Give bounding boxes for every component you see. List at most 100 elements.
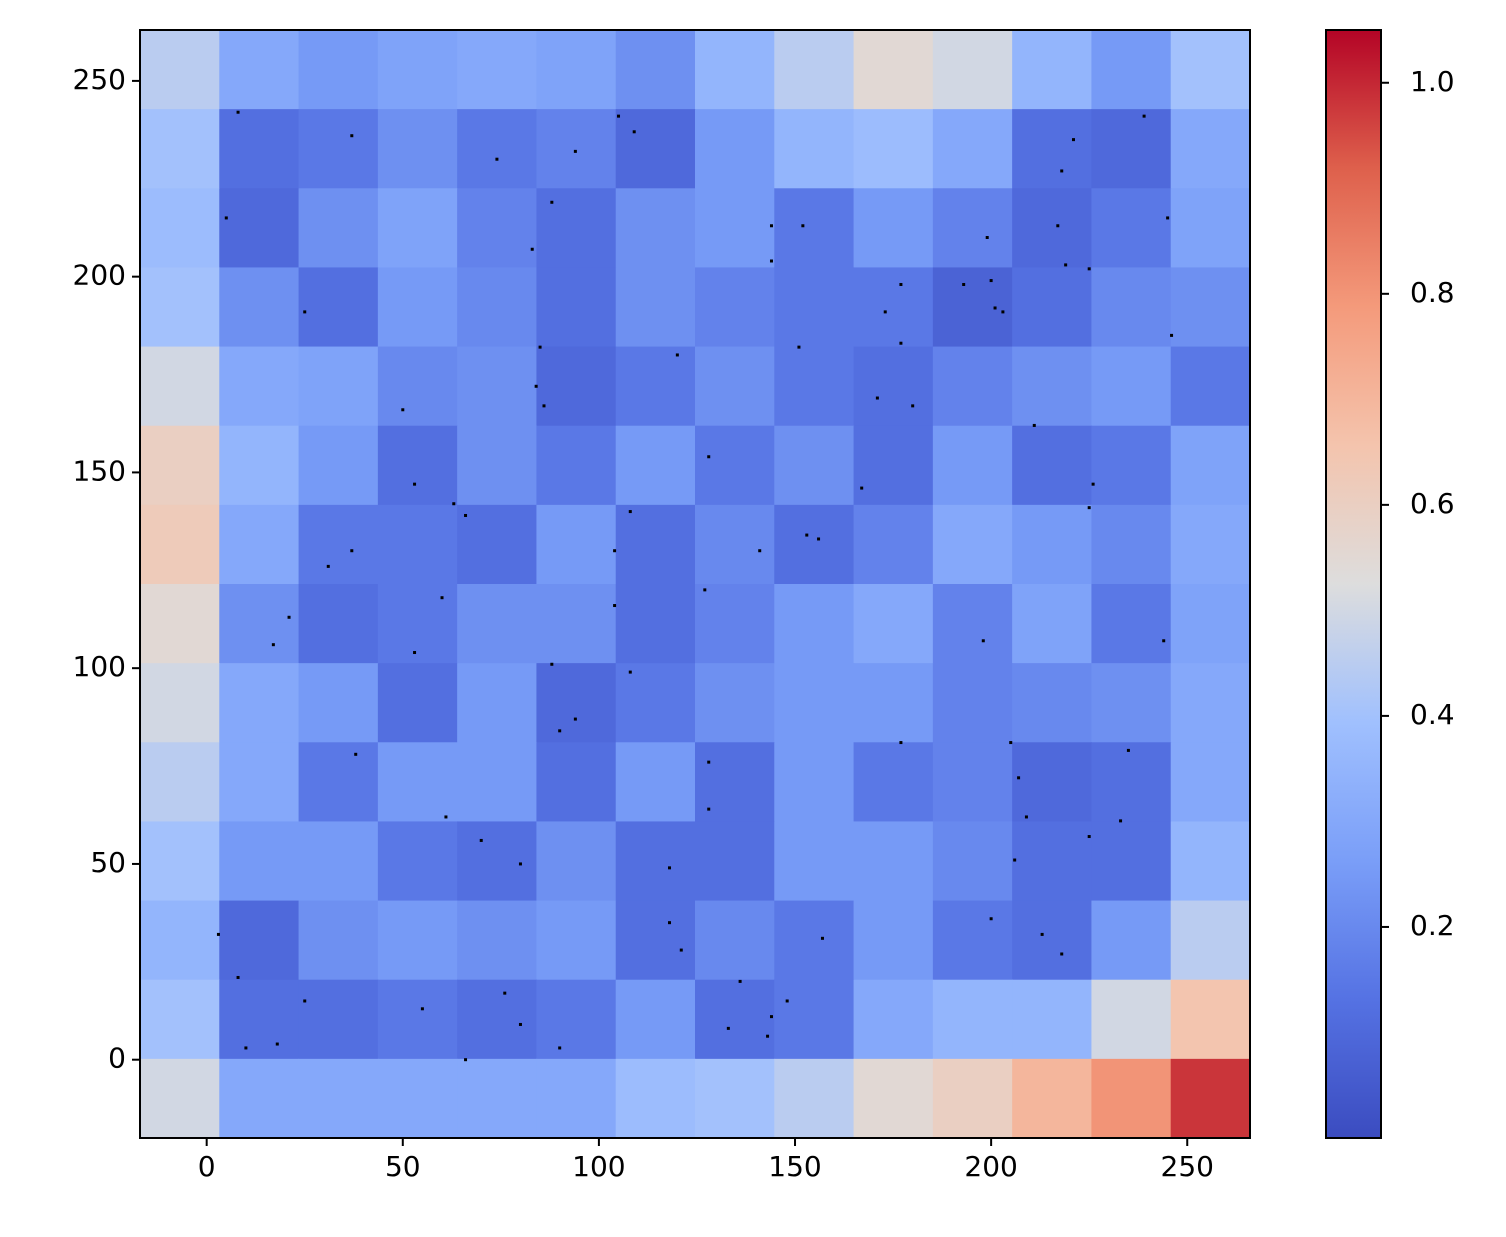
heat-cell [932, 109, 1013, 189]
heat-cell [695, 979, 775, 1060]
y-tick-label: 50 [90, 846, 126, 879]
point [236, 110, 240, 114]
heat-cell [140, 663, 220, 743]
heat-cell [695, 346, 775, 427]
heat-cell [615, 900, 696, 981]
heat-cell [853, 504, 934, 585]
heat-cell [298, 979, 379, 1060]
x-tick-label: 200 [964, 1150, 1017, 1183]
point [550, 200, 554, 204]
point [1060, 952, 1064, 956]
heat-cell [140, 584, 220, 664]
heat-cell [774, 109, 855, 189]
heat-cell [695, 425, 775, 506]
heat-cell [377, 821, 458, 902]
heat-cell [1170, 663, 1251, 743]
heat-cell [1091, 742, 1172, 823]
heat-cell [932, 900, 1013, 981]
heat-cell [853, 663, 934, 743]
heat-cell [377, 504, 458, 585]
point [613, 604, 617, 608]
point [875, 396, 879, 400]
heat-cell [298, 742, 379, 823]
colorbar [1325, 29, 1382, 1139]
heat-cell [1170, 1058, 1251, 1139]
heat-cell [1170, 504, 1251, 585]
point [534, 384, 538, 388]
point [801, 224, 805, 228]
heat-cell [695, 900, 775, 981]
heat-cell [1170, 188, 1251, 269]
point [444, 815, 448, 819]
point [668, 866, 672, 870]
x-tick-label: 0 [198, 1150, 216, 1183]
heat-cell [377, 425, 458, 506]
heat-cell [219, 821, 300, 902]
point [675, 353, 679, 357]
heat-cell [457, 979, 538, 1060]
point [1087, 506, 1091, 510]
heat-cell [932, 742, 1013, 823]
heat-cell [774, 742, 855, 823]
point [518, 1022, 522, 1026]
heat-cell [140, 900, 220, 981]
heat-cell [853, 1058, 934, 1139]
heat-cell [140, 30, 220, 110]
colorbar-tick-label: 0.4 [1410, 698, 1455, 731]
heat-cell [219, 267, 300, 348]
heat-cell [457, 188, 538, 269]
heat-cell [853, 267, 934, 348]
heat-cell [219, 900, 300, 981]
point [464, 1058, 468, 1062]
heat-cell [377, 663, 458, 743]
point [899, 341, 903, 345]
heat-cell [695, 188, 775, 269]
heat-cell [140, 346, 220, 427]
point [1087, 835, 1091, 839]
heat-cell [853, 584, 934, 664]
point [1024, 815, 1028, 819]
heat-cell [219, 742, 300, 823]
heat-cell [140, 504, 220, 585]
heat-cell [695, 742, 775, 823]
heat-cell [298, 188, 379, 269]
point [558, 1046, 562, 1050]
heat-cell [615, 1058, 696, 1139]
heat-cell [457, 109, 538, 189]
colorbar-tick-label: 1.0 [1410, 65, 1455, 98]
heat-cell [932, 584, 1013, 664]
heat-cell [457, 425, 538, 506]
heat-cell [219, 504, 300, 585]
heat-cell [536, 188, 617, 269]
heat-cell [774, 504, 855, 585]
point [1009, 741, 1013, 745]
heat-cell [298, 504, 379, 585]
point [236, 975, 240, 979]
point [1162, 639, 1166, 643]
point [628, 670, 632, 674]
point [1119, 819, 1123, 823]
point [1091, 482, 1095, 486]
heat-cell [298, 109, 379, 189]
points [216, 110, 1174, 1062]
heat-cell [932, 267, 1013, 348]
heat-cell [1091, 584, 1172, 664]
heat-cell [536, 979, 617, 1060]
heat-cell [457, 584, 538, 664]
heat-cell [219, 109, 300, 189]
heat-cell [457, 504, 538, 585]
x-tick-label: 100 [572, 1150, 625, 1183]
point [769, 224, 773, 228]
heat-cell [1012, 346, 1093, 427]
y-tick-label: 150 [73, 454, 126, 487]
point [350, 134, 354, 138]
point [420, 1007, 424, 1011]
heatmap [140, 30, 1251, 1139]
point [707, 760, 711, 764]
heat-cell [1012, 504, 1093, 585]
heat-cell [1012, 109, 1093, 189]
point [860, 486, 864, 490]
heat-cell [695, 663, 775, 743]
heat-cell [219, 425, 300, 506]
point [224, 216, 228, 220]
